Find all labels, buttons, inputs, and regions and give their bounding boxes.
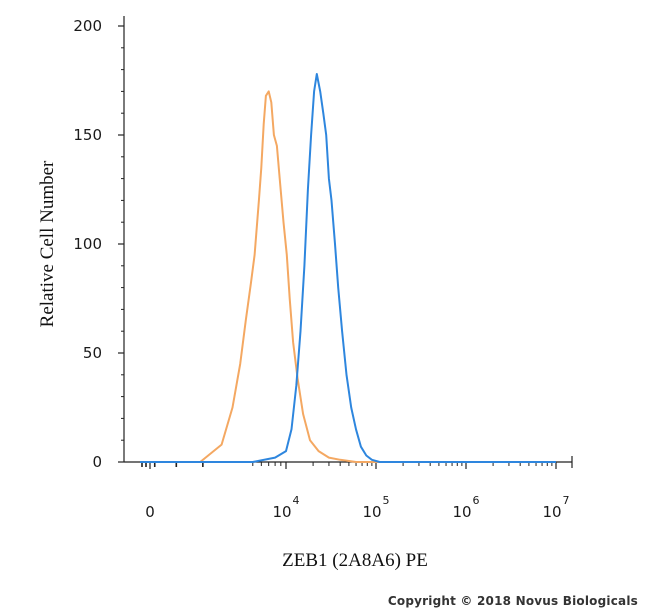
y-ticks: 0 50 100 150 200 <box>73 17 124 471</box>
x-tick-label: 106 <box>452 494 479 521</box>
x-axis-title: ZEB1 (2A8A6) PE <box>282 550 428 571</box>
y-tick-label: 0 <box>92 453 102 471</box>
x-tick-label: 0 <box>145 503 155 521</box>
x-tick-label: 104 <box>272 494 299 521</box>
series-line-2 <box>140 73 556 463</box>
y-tick-label: 100 <box>73 235 102 253</box>
y-axis: 0 50 100 150 200 <box>73 16 125 471</box>
series-line-1 <box>140 90 556 463</box>
y-tick-label: 200 <box>73 17 102 35</box>
x-minor-ticks <box>141 462 553 467</box>
x-ticks: 0 104 105 106 107 <box>145 462 570 521</box>
y-axis-title: Relative Cell Number <box>37 160 58 327</box>
y-tick-label: 50 <box>83 344 102 362</box>
y-tick-label: 150 <box>73 126 102 144</box>
x-tick-label: 105 <box>362 494 389 521</box>
copyright-notice: Copyright © 2018 Novus Biologicals <box>387 594 638 608</box>
x-axis: 0 104 105 106 107 <box>124 456 573 521</box>
x-tick-label: 107 <box>542 494 569 521</box>
series-layer <box>140 73 556 463</box>
